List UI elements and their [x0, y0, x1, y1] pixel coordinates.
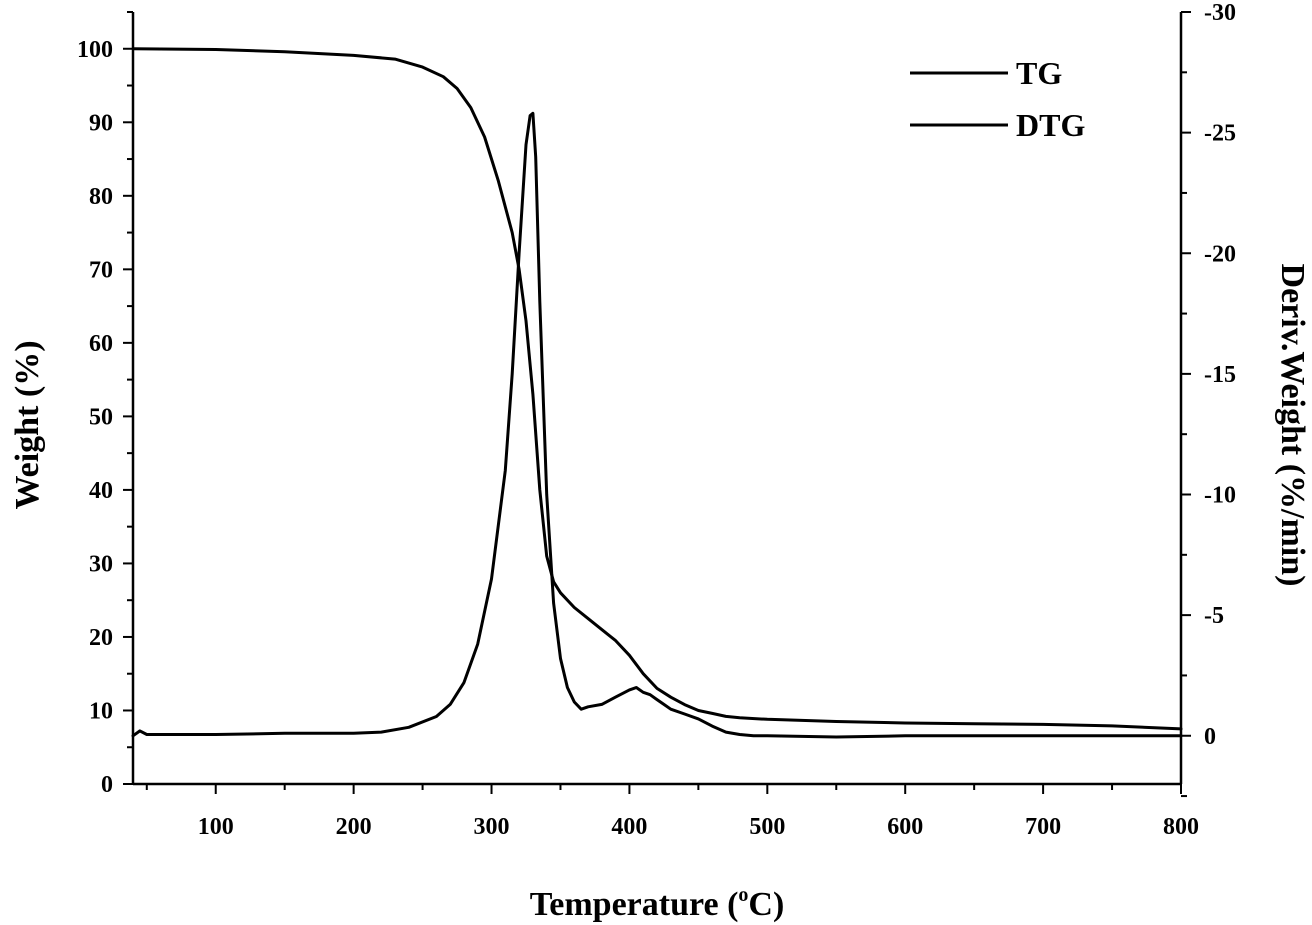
y-right-tick-label: -25 — [1204, 121, 1236, 147]
series-line-dtg — [131, 111, 1183, 739]
y-axis-left-title: Weight (%) — [9, 340, 46, 509]
y-left-tick-label: 60 — [89, 331, 113, 357]
y-left-tick-label: 70 — [89, 257, 113, 283]
x-tick-label: 100 — [198, 814, 234, 840]
x-tick-label: 200 — [336, 814, 372, 840]
series-layer — [131, 47, 1183, 739]
axes — [131, 12, 1183, 786]
series-line-tg — [131, 47, 1183, 731]
y-left-tick-label: 0 — [101, 772, 113, 798]
y-right-tick-label: -15 — [1204, 362, 1236, 388]
y-right-tick-label: -20 — [1204, 241, 1236, 267]
legend-dtg-label: DTG — [1016, 107, 1085, 143]
x-axis-title-superscript: o — [738, 884, 748, 906]
y-left-tick-label: 50 — [89, 404, 113, 430]
y-axis-right-title: Deriv.Weight (%/min) — [1274, 264, 1311, 587]
y-right-tick-label: 0 — [1204, 724, 1216, 750]
y-left-tick-label: 100 — [77, 37, 113, 63]
tick-labels: 100 200 300 400 500 600 700 8000102030405060708… — [77, 0, 1236, 840]
x-tick-label: 800 — [1163, 814, 1199, 840]
y-left-tick-label: 80 — [89, 184, 113, 210]
x-axis-title: Temperature (oC) — [530, 884, 785, 923]
x-tick-label: 700 — [1025, 814, 1061, 840]
y-right-tick-label: -5 — [1204, 603, 1224, 629]
y-left-tick-label: 10 — [89, 698, 113, 724]
y-right-tick-label: -30 — [1204, 0, 1236, 26]
x-tick-label: 400 — [611, 814, 647, 840]
legend-tg-label: TG — [1016, 55, 1062, 91]
x-tick-label: 600 — [887, 814, 923, 840]
y-left-tick-label: 20 — [89, 625, 113, 651]
legend: TG DTG — [910, 55, 1085, 143]
y-left-tick-label: 30 — [89, 551, 113, 577]
x-tick-label: 500 — [749, 814, 785, 840]
y-left-tick-label: 90 — [89, 110, 113, 136]
x-tick-label: 300 — [474, 814, 510, 840]
y-right-tick-label: -10 — [1204, 483, 1236, 509]
y-left-tick-label: 40 — [89, 478, 113, 504]
ticks — [123, 11, 1191, 798]
